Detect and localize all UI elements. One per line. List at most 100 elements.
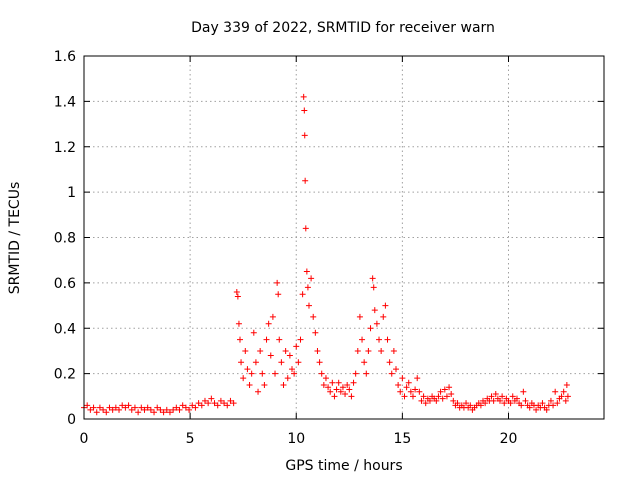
data-point bbox=[301, 132, 308, 139]
data-point bbox=[128, 406, 135, 413]
data-point bbox=[344, 381, 351, 388]
data-point bbox=[499, 393, 506, 400]
data-point bbox=[135, 409, 142, 416]
data-point bbox=[376, 336, 383, 343]
data-point bbox=[291, 370, 298, 377]
data-point bbox=[227, 397, 234, 404]
y-tick-label: 0.4 bbox=[54, 321, 76, 337]
y-tick-label: 0.2 bbox=[54, 367, 76, 383]
data-point bbox=[221, 400, 228, 407]
data-point bbox=[448, 391, 455, 398]
data-point bbox=[369, 275, 376, 282]
data-point bbox=[564, 393, 571, 400]
data-point bbox=[365, 347, 372, 354]
data-point bbox=[450, 397, 457, 404]
data-point bbox=[412, 386, 419, 393]
data-point bbox=[405, 379, 412, 386]
data-point bbox=[119, 402, 126, 409]
data-point bbox=[244, 366, 251, 373]
data-point bbox=[192, 404, 199, 411]
data-point bbox=[488, 393, 495, 400]
data-point bbox=[250, 329, 257, 336]
data-point bbox=[399, 375, 406, 382]
x-tick-label: 20 bbox=[500, 431, 518, 447]
data-point bbox=[267, 352, 274, 359]
data-point bbox=[154, 404, 161, 411]
y-tick-label: 1.2 bbox=[54, 140, 76, 156]
data-point bbox=[259, 370, 266, 377]
data-point bbox=[509, 393, 516, 400]
data-point bbox=[93, 409, 100, 416]
data-point bbox=[439, 395, 446, 402]
data-point bbox=[416, 388, 423, 395]
data-point bbox=[337, 388, 344, 395]
data-point bbox=[286, 352, 293, 359]
data-point bbox=[238, 359, 245, 366]
data-point bbox=[224, 402, 231, 409]
data-point bbox=[179, 402, 186, 409]
axis-ticks: 0 0.2 0.4 0.6 0.8 1 1.2 1.4 1.6 0 5 10 15 20 bbox=[54, 49, 604, 447]
data-point bbox=[513, 395, 520, 402]
data-point bbox=[507, 400, 514, 407]
data-point bbox=[252, 359, 259, 366]
data-point bbox=[217, 397, 224, 404]
data-point bbox=[103, 409, 110, 416]
data-point bbox=[543, 406, 550, 413]
data-point bbox=[325, 384, 332, 391]
chart-title: Day 339 of 2022, SRMTID for receiver war… bbox=[191, 20, 495, 36]
data-point bbox=[390, 347, 397, 354]
data-point bbox=[497, 397, 503, 404]
data-point bbox=[87, 406, 94, 413]
data-point bbox=[208, 395, 215, 402]
data-point bbox=[562, 397, 569, 404]
data-point bbox=[242, 347, 249, 354]
data-point bbox=[316, 359, 323, 366]
data-point bbox=[463, 400, 470, 407]
data-point bbox=[278, 359, 285, 366]
data-point bbox=[554, 400, 561, 407]
data-point bbox=[272, 370, 279, 377]
data-point bbox=[395, 381, 402, 388]
y-tick-label: 1.6 bbox=[54, 49, 76, 65]
data-point bbox=[300, 93, 307, 100]
grid-lines bbox=[84, 56, 604, 419]
x-tick-label: 15 bbox=[393, 431, 411, 447]
data-points bbox=[81, 93, 571, 416]
data-point bbox=[173, 404, 180, 411]
data-point bbox=[310, 313, 317, 320]
data-point bbox=[125, 402, 132, 409]
data-point bbox=[230, 400, 237, 407]
data-point bbox=[289, 366, 295, 373]
data-point bbox=[304, 284, 311, 291]
data-point bbox=[414, 375, 421, 382]
x-tick-label: 0 bbox=[80, 431, 89, 447]
data-point bbox=[233, 288, 240, 295]
data-point bbox=[112, 404, 119, 411]
x-axis-label: GPS time / hours bbox=[285, 458, 402, 474]
data-point bbox=[176, 406, 183, 413]
data-point bbox=[420, 393, 427, 400]
data-point bbox=[361, 359, 368, 366]
data-point bbox=[533, 406, 540, 413]
data-point bbox=[170, 406, 177, 413]
data-point bbox=[539, 400, 546, 407]
y-tick-label: 0.8 bbox=[54, 231, 76, 247]
data-point bbox=[560, 388, 567, 395]
data-point bbox=[331, 393, 338, 400]
data-point bbox=[205, 400, 212, 407]
data-point bbox=[141, 406, 148, 413]
y-axis-label: SRMTID / TECUs bbox=[7, 182, 23, 295]
data-point bbox=[380, 313, 387, 320]
data-point bbox=[131, 404, 138, 411]
data-point bbox=[116, 406, 123, 413]
data-point bbox=[426, 397, 433, 404]
data-point bbox=[386, 359, 393, 366]
data-point bbox=[397, 388, 404, 395]
data-point bbox=[437, 388, 444, 395]
data-point bbox=[163, 406, 170, 413]
data-point bbox=[333, 386, 340, 393]
data-point bbox=[518, 402, 525, 409]
data-point bbox=[407, 388, 414, 395]
data-point bbox=[269, 313, 276, 320]
